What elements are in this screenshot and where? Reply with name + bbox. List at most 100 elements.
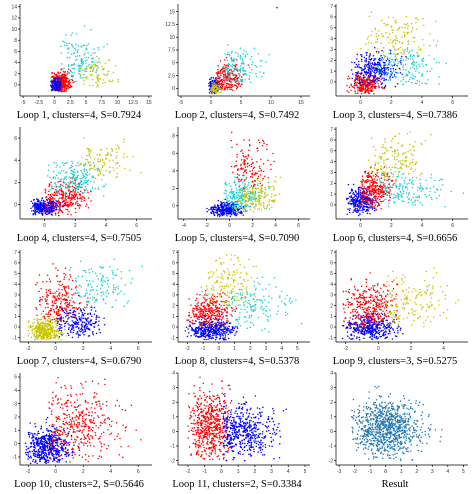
data-point	[84, 162, 86, 165]
data-point	[372, 76, 375, 78]
data-point	[361, 175, 364, 177]
data-point	[229, 54, 231, 57]
data-point	[374, 173, 377, 176]
data-point	[55, 166, 57, 168]
data-point	[108, 79, 110, 82]
data-point	[234, 209, 236, 211]
data-point	[442, 184, 444, 186]
data-point	[385, 31, 387, 34]
data-point	[87, 197, 90, 199]
data-point	[367, 176, 370, 179]
data-point	[416, 196, 419, 199]
data-point	[87, 42, 90, 45]
data-point	[356, 58, 358, 60]
data-point	[91, 175, 94, 177]
data-point	[242, 66, 244, 69]
data-point	[70, 172, 72, 175]
data-point	[381, 68, 383, 70]
data-point	[348, 211, 351, 214]
data-point	[360, 180, 362, 183]
data-point	[270, 185, 272, 188]
y-tick-label: 12	[11, 16, 17, 22]
data-point	[361, 198, 363, 200]
data-point	[60, 84, 62, 87]
data-point	[244, 184, 246, 186]
data-point	[384, 55, 386, 58]
data-point	[88, 84, 91, 87]
data-point	[407, 31, 410, 34]
data-point	[359, 47, 362, 50]
data-point	[369, 192, 372, 195]
data-point	[402, 186, 404, 188]
data-point	[75, 43, 77, 46]
data-point	[62, 87, 64, 89]
data-point	[266, 206, 269, 208]
data-point	[54, 182, 56, 185]
y-tick-label: 0	[172, 86, 175, 92]
data-point	[271, 199, 274, 202]
data-point	[90, 28, 92, 31]
data-point	[87, 56, 90, 59]
data-point	[236, 59, 238, 61]
data-point	[47, 197, 50, 200]
data-point	[365, 193, 368, 195]
data-point	[44, 211, 46, 213]
data-point	[422, 57, 425, 60]
data-point	[105, 183, 107, 185]
data-point	[401, 36, 403, 38]
data-point	[373, 209, 376, 212]
data-point	[393, 166, 396, 168]
data-point	[240, 150, 242, 153]
data-point	[233, 181, 235, 184]
data-point	[368, 173, 370, 175]
data-point	[262, 170, 265, 172]
data-point	[375, 201, 378, 203]
data-point	[68, 80, 71, 82]
data-point	[371, 75, 374, 77]
data-point	[80, 67, 82, 70]
data-point	[217, 208, 219, 211]
data-point	[363, 196, 366, 198]
data-point	[97, 74, 100, 76]
data-point	[224, 68, 226, 71]
data-point	[351, 200, 353, 202]
data-point	[73, 71, 76, 73]
data-point	[242, 208, 244, 210]
data-point	[388, 175, 391, 178]
data-point	[249, 205, 252, 208]
data-point	[355, 74, 357, 77]
data-point	[230, 58, 233, 60]
data-point	[240, 179, 243, 181]
data-point	[106, 153, 108, 156]
data-point	[354, 79, 357, 81]
data-point	[53, 161, 55, 163]
data-point	[84, 163, 87, 166]
data-point	[65, 208, 67, 210]
data-point	[279, 176, 282, 179]
data-point	[47, 193, 50, 196]
data-point	[409, 50, 411, 52]
data-point	[80, 65, 83, 67]
data-point	[254, 208, 256, 210]
data-point	[52, 84, 54, 86]
data-point	[243, 49, 245, 52]
x-tick-label: 0	[359, 100, 362, 106]
data-point	[369, 179, 371, 182]
data-point	[426, 70, 428, 72]
points-layer	[208, 6, 278, 95]
data-point	[356, 76, 359, 78]
data-point	[264, 192, 266, 194]
data-point	[417, 189, 419, 192]
data-point	[374, 76, 376, 78]
data-point	[241, 62, 244, 64]
data-point	[83, 80, 85, 82]
data-point	[390, 168, 392, 171]
data-point	[407, 43, 410, 45]
data-point	[60, 170, 63, 172]
data-point	[411, 26, 414, 29]
data-point	[383, 194, 385, 196]
data-point	[56, 89, 58, 91]
data-point	[237, 168, 240, 171]
